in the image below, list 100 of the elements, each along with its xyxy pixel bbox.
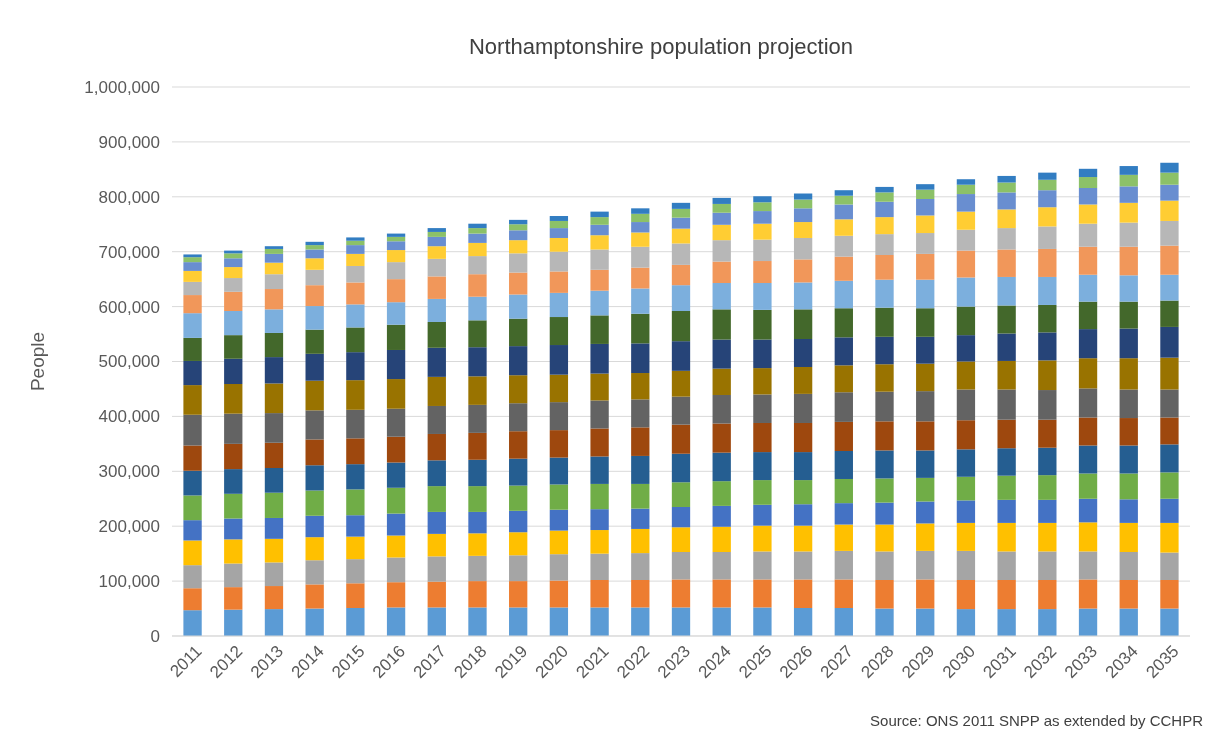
bar	[183, 540, 202, 566]
bar	[997, 305, 1016, 334]
bar	[224, 609, 243, 636]
bar	[590, 290, 609, 316]
bar	[509, 240, 528, 254]
bar	[1119, 202, 1138, 223]
bar	[712, 282, 731, 310]
bar	[305, 258, 324, 270]
bar	[346, 304, 365, 328]
bar	[1078, 522, 1098, 552]
bar	[997, 182, 1016, 193]
bar	[509, 294, 528, 319]
bar	[753, 452, 772, 481]
bar	[346, 559, 365, 584]
bar	[997, 448, 1016, 476]
bar	[224, 291, 243, 311]
bar	[1160, 389, 1179, 418]
bar	[712, 203, 731, 213]
bar	[1119, 580, 1138, 609]
y-axis-title: People	[27, 331, 48, 392]
bar	[224, 587, 243, 610]
bar	[631, 528, 650, 554]
bar	[264, 357, 284, 384]
bar	[834, 204, 853, 220]
bar	[509, 224, 528, 231]
bar	[183, 495, 202, 521]
bar	[753, 202, 772, 212]
bar	[549, 228, 569, 238]
bar	[671, 228, 691, 244]
bar	[1078, 473, 1098, 499]
bar	[753, 579, 772, 608]
bar	[427, 556, 446, 582]
bar	[264, 246, 284, 249]
bar	[509, 375, 528, 404]
bar	[631, 313, 650, 344]
bar	[631, 267, 650, 289]
bar	[305, 490, 324, 516]
bar	[631, 343, 650, 374]
bar	[753, 239, 772, 262]
bar	[834, 421, 853, 451]
bar	[509, 581, 528, 608]
bar	[468, 223, 487, 229]
bar	[1119, 473, 1138, 500]
bar	[386, 236, 406, 242]
bar	[468, 533, 487, 556]
bar	[1119, 608, 1138, 636]
bar	[793, 525, 813, 552]
bar	[834, 190, 853, 196]
y-tick-label: 1,000,000	[84, 77, 160, 97]
bar	[183, 254, 202, 258]
bar	[305, 560, 324, 585]
bar	[549, 271, 569, 293]
bar	[509, 510, 528, 533]
bar	[997, 499, 1016, 523]
bar	[793, 309, 813, 339]
bar	[956, 184, 976, 195]
bar	[997, 419, 1016, 449]
bar	[956, 194, 976, 212]
bar	[224, 413, 243, 444]
bar	[305, 241, 324, 246]
bar	[671, 482, 691, 507]
bar	[1078, 204, 1098, 224]
bar	[712, 394, 731, 424]
bar	[590, 428, 609, 457]
bar	[509, 230, 528, 241]
bar	[834, 392, 853, 422]
bar	[468, 228, 487, 234]
bar	[956, 306, 976, 336]
bar	[1078, 301, 1098, 330]
bar	[509, 458, 528, 486]
bar	[1119, 552, 1138, 580]
y-tick-label: 600,000	[98, 297, 160, 317]
bar	[916, 336, 935, 364]
bar	[997, 228, 1016, 250]
y-tick-label: 200,000	[98, 517, 160, 537]
bar	[875, 502, 894, 525]
bar	[631, 373, 650, 400]
bar	[264, 309, 284, 333]
bar	[1160, 162, 1179, 173]
bar	[427, 511, 446, 534]
bar	[468, 347, 487, 377]
bar	[793, 222, 813, 238]
bar	[1160, 274, 1179, 301]
bar	[793, 193, 813, 200]
bar	[712, 423, 731, 453]
bar	[1119, 166, 1138, 175]
bar	[1160, 580, 1179, 609]
bar	[590, 269, 609, 291]
bar	[1038, 190, 1057, 208]
bar	[183, 270, 202, 282]
bar	[875, 307, 894, 337]
bar	[509, 532, 528, 556]
bar	[346, 583, 365, 608]
bar	[753, 211, 772, 224]
bar	[427, 581, 446, 608]
bar	[183, 313, 202, 338]
y-tick-label: 700,000	[98, 242, 160, 262]
bar	[631, 427, 650, 456]
bar	[1078, 551, 1098, 580]
bar	[793, 480, 813, 505]
